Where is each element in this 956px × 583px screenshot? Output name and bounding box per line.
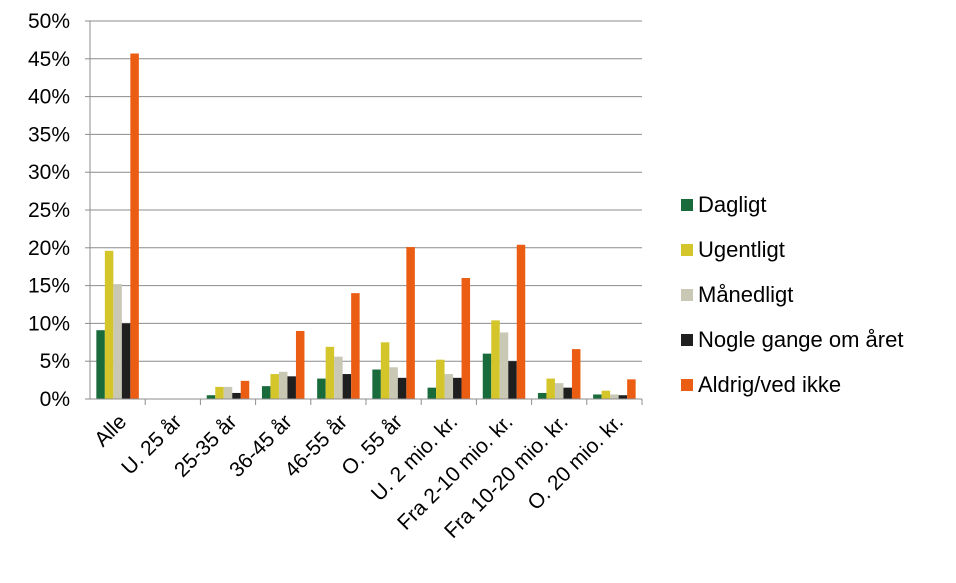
y-tick-label: 10%: [28, 312, 70, 335]
bar: [334, 356, 343, 399]
bar: [206, 395, 216, 399]
bar: [546, 378, 555, 399]
bar: [516, 244, 526, 399]
bar: [232, 392, 241, 399]
bar: [508, 361, 517, 399]
legend-item: Månedligt: [681, 280, 951, 325]
bar: [537, 392, 547, 399]
legend-label: Ugentligt: [698, 237, 785, 262]
bar: [436, 359, 445, 399]
legend-label: Månedligt: [698, 282, 794, 307]
y-tick-label: 30%: [28, 161, 70, 184]
bar: [618, 395, 628, 399]
bars: [96, 53, 636, 400]
bar: [215, 386, 224, 399]
y-tick-label: 25%: [28, 199, 70, 222]
y-tick-label: 40%: [28, 86, 70, 109]
bar: [499, 332, 509, 399]
bar: [278, 371, 288, 399]
bar: [389, 367, 398, 399]
x-tick-label: O. 20 mio. kr.: [523, 410, 628, 515]
y-tick-label: 5%: [40, 350, 70, 373]
bar: [121, 323, 131, 399]
bar: [571, 349, 581, 399]
bar: [287, 376, 296, 399]
y-tick-label: 0%: [40, 388, 70, 411]
bar: [444, 374, 454, 399]
y-tick-label: 50%: [28, 10, 70, 33]
legend-item: Ugentligt: [681, 235, 951, 280]
bar: [397, 377, 407, 399]
bar: [113, 284, 122, 399]
bar: [96, 330, 105, 399]
bar: [342, 374, 352, 399]
bar: [317, 378, 326, 399]
y-tick-label: 35%: [28, 123, 70, 146]
bar: [223, 386, 233, 399]
gridlines: [85, 20, 642, 400]
bar: [295, 330, 305, 399]
legend-swatch: [681, 334, 693, 346]
bar: [427, 387, 437, 399]
x-tick-label: Alle: [90, 410, 131, 451]
bar: [601, 390, 611, 399]
bar: [104, 250, 114, 399]
y-tick-label: 20%: [28, 237, 70, 260]
y-tick-label: 15%: [28, 275, 70, 298]
bar: [627, 379, 636, 399]
bar: [380, 342, 390, 399]
bar: [453, 377, 462, 399]
bar: [351, 293, 360, 399]
legend-item: Aldrig/ved ikke: [681, 370, 951, 415]
legend-item: Nogle gange om året: [681, 325, 951, 370]
bar: [491, 320, 500, 399]
legend-swatch: [681, 244, 693, 256]
bar: [554, 383, 564, 399]
legend-item: Dagligt: [681, 190, 951, 235]
bar: [372, 369, 381, 399]
chart-legend: Dagligt Ugentligt Månedligt Nogle gange om …: [681, 190, 951, 415]
y-tick-label: 45%: [28, 48, 70, 71]
legend-swatch: [681, 289, 693, 301]
legend-swatch: [681, 199, 693, 211]
axes: [89, 21, 643, 405]
bar: [610, 394, 619, 399]
bar: [593, 394, 602, 399]
bar: [406, 247, 415, 399]
legend-label: Nogle gange om året: [698, 327, 904, 352]
bar: [261, 386, 271, 399]
bar: [130, 53, 139, 400]
legend-label: Dagligt: [698, 192, 767, 217]
bar: [482, 353, 492, 399]
legend-swatch: [681, 379, 693, 391]
bar: [240, 380, 250, 399]
legend-label: Aldrig/ved ikke: [698, 372, 842, 397]
bar: [270, 374, 279, 399]
bar: [563, 387, 572, 399]
bar: [461, 278, 471, 399]
bar: [325, 346, 335, 399]
y-axis-ticks: 0% 5% 10% 15% 20% 25% 30% 35% 40% 45% 50%: [28, 10, 70, 411]
